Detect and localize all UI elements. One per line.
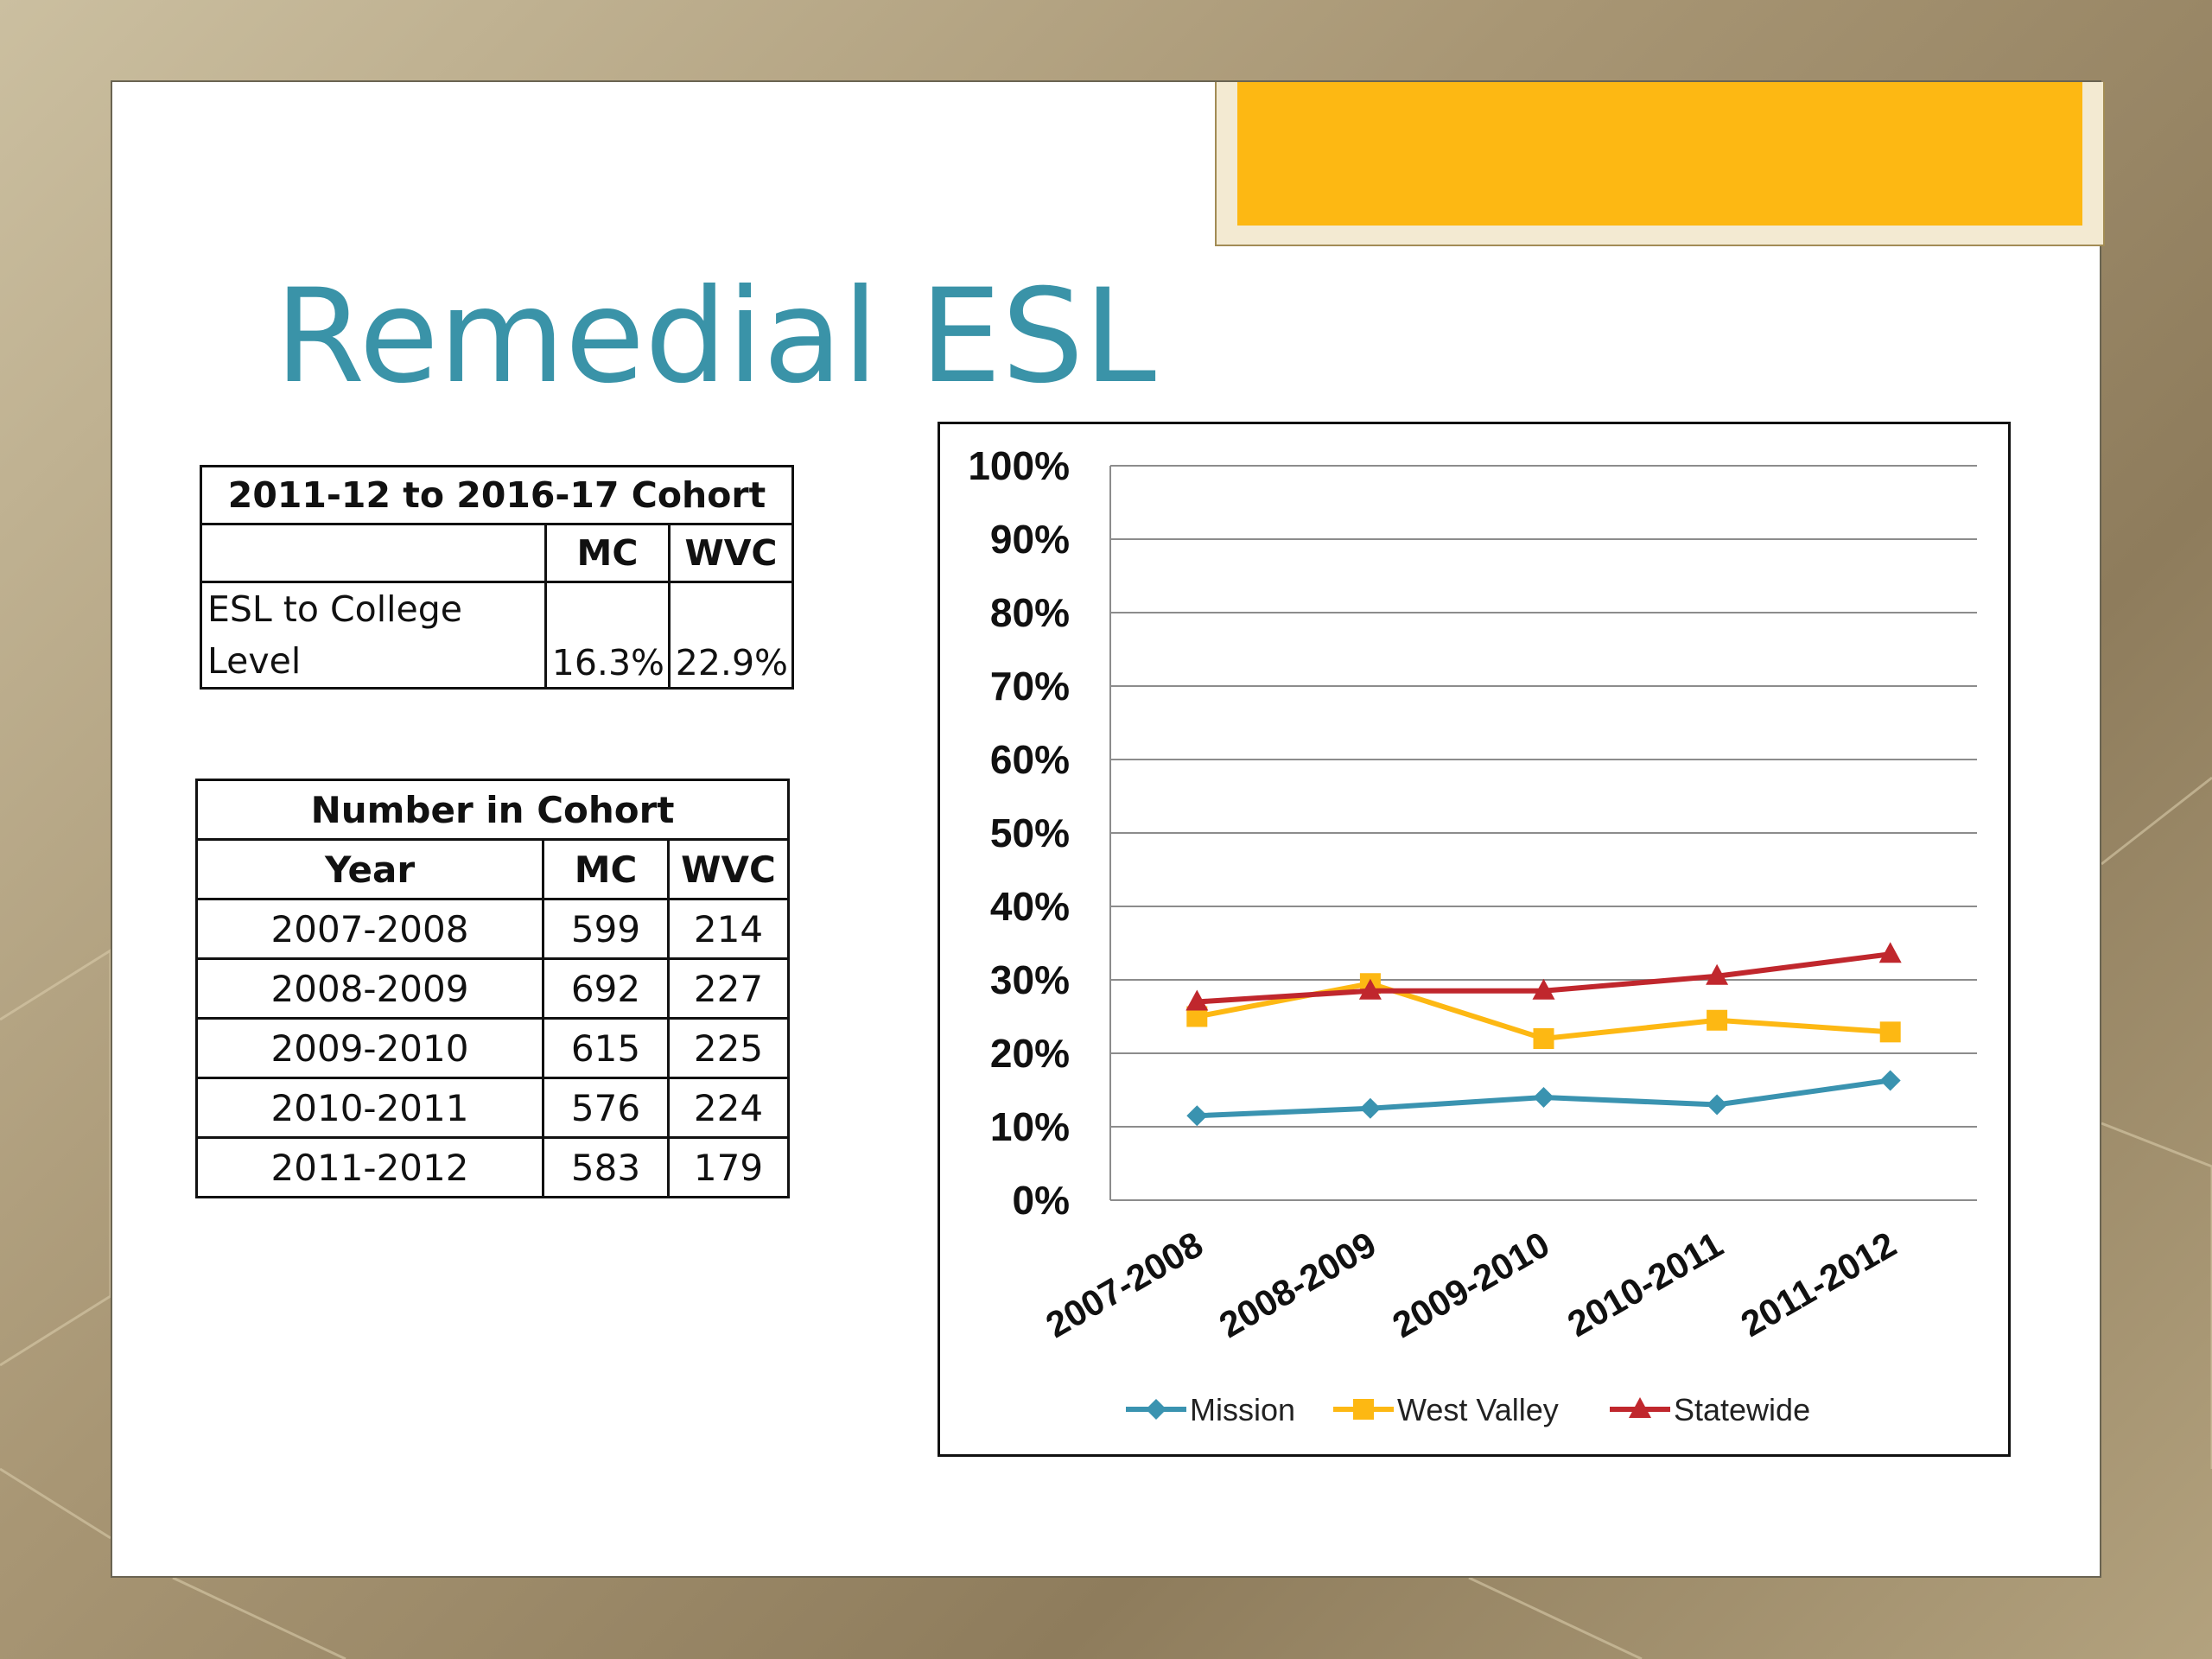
- legend-label-west-valley: West Valley: [1397, 1392, 1559, 1427]
- table-row: 2007-2008 599 214: [195, 898, 790, 960]
- data-point-west-valley: [1707, 1009, 1728, 1031]
- cohort-header-mc: MC: [542, 838, 670, 900]
- x-tick-label: 2010-2011: [1560, 1224, 1729, 1344]
- y-tick-label: 80%: [990, 590, 1070, 635]
- x-tick-label: 2011-2012: [1734, 1224, 1903, 1344]
- cohort-year: 2008-2009: [195, 957, 544, 1020]
- completion-wvc-value: 22.9%: [668, 581, 794, 690]
- completion-table-title: 2011-12 to 2016-17 Cohort: [200, 465, 794, 525]
- legend-label-statewide: Statewide: [1674, 1392, 1810, 1427]
- cohort-table-title: Number in Cohort: [195, 779, 790, 841]
- completion-mc-value: 16.3%: [544, 581, 671, 690]
- cohort-year: 2011-2012: [195, 1136, 544, 1198]
- cohort-year: 2007-2008: [195, 898, 544, 960]
- data-point-statewide: [1358, 978, 1382, 1000]
- completion-header-blank: [200, 523, 547, 583]
- completion-table: 2011-12 to 2016-17 Cohort MC WVC ESL to …: [200, 465, 794, 690]
- y-tick-label: 20%: [990, 1031, 1070, 1076]
- cohort-mc: 615: [542, 1017, 670, 1079]
- y-tick-label: 40%: [990, 884, 1070, 929]
- data-point-mission: [1359, 1097, 1381, 1119]
- cohort-year: 2009-2010: [195, 1017, 544, 1079]
- data-point-statewide: [1185, 989, 1209, 1011]
- completion-header-mc: MC: [544, 523, 671, 583]
- data-point-statewide: [1706, 963, 1729, 985]
- cohort-wvc: 179: [667, 1136, 790, 1198]
- data-point-mission: [1707, 1094, 1728, 1116]
- x-tick-label: 2008-2009: [1212, 1224, 1382, 1345]
- legend-marker-statewide: [1629, 1397, 1651, 1418]
- table-row: 2010-2011 576 224: [195, 1077, 790, 1139]
- slide-title: Remedial ESL: [275, 262, 1156, 412]
- data-point-west-valley: [1533, 1028, 1554, 1049]
- legend-marker-west-valley: [1353, 1399, 1374, 1420]
- y-tick-label: 0%: [1013, 1178, 1070, 1223]
- chart-container: 0% 10% 20% 30% 40% 50% 60% 70% 80% 90% 100% 2007-20…: [938, 422, 2011, 1457]
- y-tick-label: 90%: [990, 517, 1070, 562]
- cohort-year: 2010-2011: [195, 1077, 544, 1139]
- cohort-header-wvc: WVC: [667, 838, 790, 900]
- y-tick-label: 70%: [990, 664, 1070, 709]
- data-point-statewide: [1878, 942, 1902, 963]
- data-point-mission: [1879, 1070, 1901, 1091]
- y-tick-label: 50%: [990, 810, 1070, 855]
- y-tick-label: 100%: [968, 443, 1070, 488]
- header-tab-accent: [1237, 82, 2082, 226]
- x-tick-label: 2007-2008: [1039, 1224, 1209, 1345]
- x-tick-label: 2009-2010: [1386, 1224, 1556, 1345]
- cohort-mc: 576: [542, 1077, 670, 1139]
- legend-label-mission: Mission: [1190, 1392, 1295, 1427]
- data-point-statewide: [1532, 978, 1555, 1000]
- cohort-header-year: Year: [195, 838, 544, 900]
- data-point-mission: [1533, 1087, 1554, 1108]
- completion-row-label: ESL to College Level: [200, 581, 547, 690]
- cohort-wvc: 225: [667, 1017, 790, 1079]
- table-row: 2009-2010 615 225: [195, 1017, 790, 1079]
- completion-header-wvc: WVC: [668, 523, 794, 583]
- completion-row-label-text: ESL to College Level: [207, 588, 462, 682]
- cohort-wvc: 224: [667, 1077, 790, 1139]
- table-row: 2011-2012 583 179: [195, 1136, 790, 1198]
- data-point-west-valley: [1879, 1021, 1901, 1043]
- cohort-mc: 583: [542, 1136, 670, 1198]
- cohort-wvc: 227: [667, 957, 790, 1020]
- cohort-table: Number in Cohort Year MC WVC 2007-2008 5…: [195, 779, 790, 1198]
- cohort-mc: 599: [542, 898, 670, 960]
- cohort-wvc: 214: [667, 898, 790, 960]
- legend-marker-mission: [1146, 1399, 1166, 1420]
- data-point-mission: [1186, 1105, 1208, 1127]
- y-tick-label: 10%: [990, 1104, 1070, 1149]
- y-tick-label: 30%: [990, 957, 1070, 1002]
- header-tab: [1215, 82, 2105, 246]
- y-tick-label: 60%: [990, 737, 1070, 782]
- line-chart: 0% 10% 20% 30% 40% 50% 60% 70% 80% 90% 100% 2007-20…: [968, 443, 1977, 1427]
- table-row: 2008-2009 692 227: [195, 957, 790, 1020]
- cohort-mc: 692: [542, 957, 670, 1020]
